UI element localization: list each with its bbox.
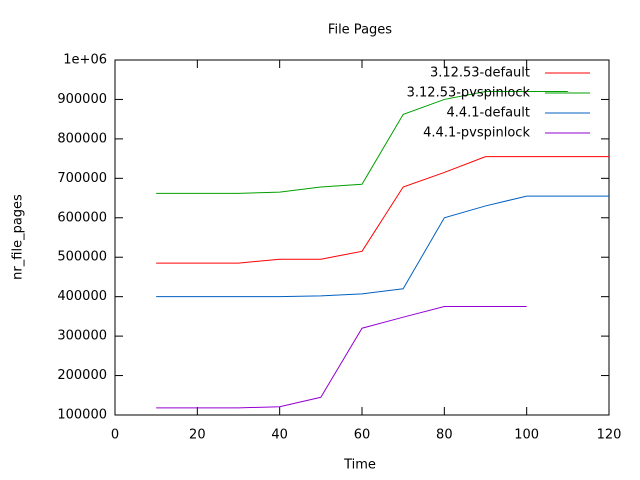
y-tick-label: 600000 (57, 210, 107, 225)
x-tick-label: 80 (436, 428, 453, 443)
legend-label: 3.12.53-pvspinlock (407, 86, 531, 101)
legend-label: 3.12.53-default (430, 66, 530, 81)
y-axis-label: nr_file_pages (11, 194, 26, 280)
series-line (156, 91, 568, 194)
x-tick-label: 20 (189, 428, 206, 443)
y-tick-label: 900000 (57, 92, 107, 107)
x-axis-label: Time (343, 458, 376, 473)
x-tick-label: 60 (354, 428, 371, 443)
y-tick-label: 700000 (57, 171, 107, 186)
x-tick-label: 0 (111, 428, 119, 443)
series-line (156, 306, 527, 409)
x-tick-label: 40 (271, 428, 288, 443)
y-tick-label: 1e+06 (63, 53, 107, 68)
y-tick-label: 200000 (57, 368, 107, 383)
legend-label: 4.4.1-pvspinlock (423, 126, 530, 141)
y-tick-label: 400000 (57, 289, 107, 304)
series-line (156, 156, 609, 264)
x-tick-label: 100 (514, 428, 539, 443)
chart-title: File Pages (328, 23, 392, 38)
series-line (156, 195, 609, 298)
x-tick-label: 120 (597, 428, 622, 443)
y-tick-label: 800000 (57, 131, 107, 146)
y-tick-label: 100000 (57, 408, 107, 423)
y-tick-label: 500000 (57, 250, 107, 265)
y-tick-label: 300000 (57, 329, 107, 344)
legend-label: 4.4.1-default (446, 106, 530, 121)
